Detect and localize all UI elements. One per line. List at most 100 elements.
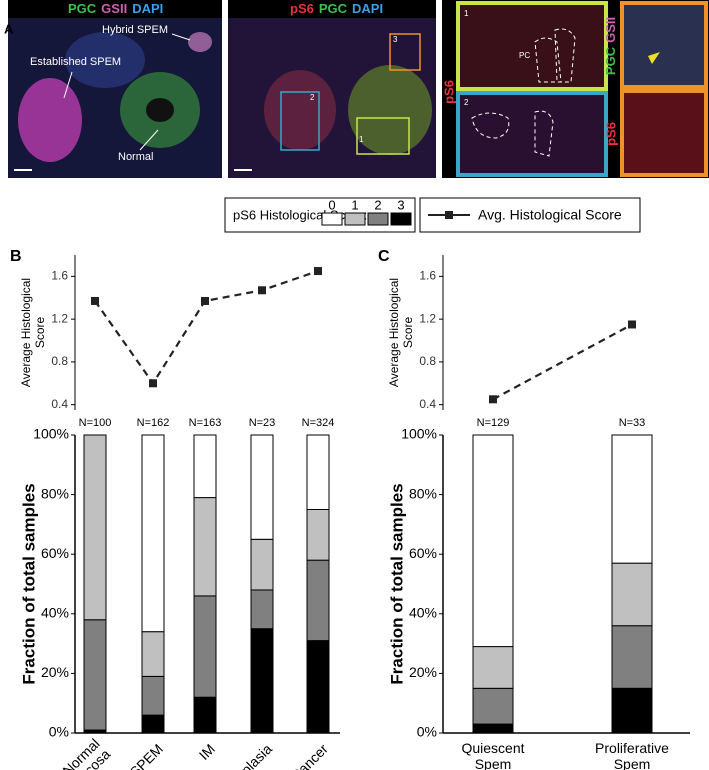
pointer: [139, 129, 159, 151]
channel: PGC: [68, 1, 97, 16]
bar-segment: [611, 625, 653, 689]
data-point: [201, 296, 209, 305]
header-bar: [228, 0, 436, 18]
text-line: Quiescent: [461, 740, 524, 756]
bar-segment: [472, 434, 514, 648]
bar-segment: [193, 434, 217, 499]
y-tick-label: 40%: [41, 605, 69, 621]
bar-segment: [306, 434, 330, 510]
inset-3b: [620, 89, 708, 177]
box-number: 2: [310, 93, 315, 102]
bar-segment: [306, 640, 330, 734]
legend-swatch: [344, 212, 366, 226]
bar-segment: [193, 497, 217, 597]
line-legend: Avg. Histological Score: [419, 197, 641, 233]
text-line: Cancer: [288, 740, 331, 770]
bar-segment: [611, 434, 653, 564]
stain-labels: PGC GSII: [603, 17, 618, 75]
stain-label: pS6: [603, 122, 618, 146]
pointer: [63, 71, 73, 99]
text-line: Score: [33, 317, 47, 349]
x-tick-label: NormalMucosa: [56, 735, 113, 770]
text-line: SPEM: [126, 740, 165, 770]
n-label: N=33: [619, 417, 646, 429]
y-tick-label: 0.4: [51, 397, 68, 411]
bar-segment: [472, 646, 514, 689]
legend-swatch: [321, 212, 343, 226]
text-line: Average Histological: [19, 278, 33, 387]
channel: pS6: [290, 1, 314, 16]
data-point: [314, 267, 322, 276]
annotation: Normal: [118, 151, 153, 163]
outline: [471, 110, 554, 157]
y-tick-label: 1.2: [51, 311, 68, 325]
inset-number: 1: [464, 9, 469, 18]
text-line: Spem: [475, 756, 512, 770]
bar-segment: [611, 562, 653, 627]
annotation: Hybrid SPEM: [102, 24, 168, 36]
bar-segment: [306, 509, 330, 561]
channel: GSII: [101, 1, 127, 16]
x-tick-label: Proliferative Spem: [595, 740, 669, 770]
bar-segment: [83, 434, 107, 621]
bar-segment: [141, 714, 165, 734]
x-tick-label: IM: [195, 740, 217, 762]
legend-label: Avg. Histological Score: [478, 207, 622, 223]
box: [280, 91, 320, 151]
tissue: [348, 65, 432, 155]
y-tick-label: 100%: [401, 426, 437, 442]
data-line: [94, 269, 319, 386]
y-axis-title: Fraction of total samples: [19, 483, 38, 684]
box: [356, 117, 410, 155]
channel: PGC: [319, 1, 348, 16]
n-label: N=23: [249, 417, 276, 429]
arrowhead: [648, 52, 660, 64]
x-tick-label: SPEM: [126, 740, 165, 770]
annotation: Established SPEM: [30, 56, 121, 68]
legend-label: 3: [397, 197, 404, 212]
text-line: Proliferative: [595, 740, 669, 756]
tissue: [18, 78, 82, 162]
text-line: Dysplasia: [221, 740, 275, 770]
bar-segment: [611, 687, 653, 734]
legend-swatch: [390, 212, 412, 226]
y-tick-label: 0%: [49, 724, 69, 740]
y-tick-label: 80%: [41, 485, 69, 501]
box: [389, 33, 421, 71]
legend-swatch: [367, 212, 389, 226]
y-tick-label: 1.2: [419, 311, 436, 325]
text-line: Score: [401, 317, 415, 349]
channel: DAPI: [352, 1, 383, 16]
legend-marker: [445, 211, 453, 219]
header-bar: [8, 0, 222, 18]
n-label: N=100: [79, 417, 112, 429]
y-axis-title: Fraction of total samples: [387, 483, 406, 684]
tissue: [146, 98, 174, 122]
box-number: 1: [359, 135, 364, 144]
stain-label: pS6: [441, 80, 456, 104]
inset-1: [456, 1, 608, 91]
legend-label: 0: [328, 197, 335, 212]
tissue: [188, 32, 212, 52]
bar-segment: [472, 723, 514, 734]
stain: PGC: [603, 46, 618, 75]
data-point: [149, 379, 157, 388]
bar-segment: [193, 696, 217, 734]
annotation: PC: [519, 51, 530, 60]
channel: DAPI: [132, 1, 163, 16]
y-tick-label: 0%: [417, 724, 437, 740]
text-line: Spem: [614, 756, 651, 770]
bar-segment: [141, 675, 165, 716]
bar-segment: [250, 434, 274, 540]
data-point: [91, 296, 99, 305]
y-tick-label: 0.8: [51, 354, 68, 368]
text-line: Average Histological: [387, 278, 401, 387]
box-number: 3: [393, 35, 398, 44]
channel-labels: PGC GSII DAPI: [68, 1, 163, 16]
x-tick-label: Quiescent Spem: [461, 740, 524, 770]
legend-label: 2: [374, 197, 381, 212]
n-label: N=163: [189, 417, 222, 429]
x-tick-label: Dysplasia: [221, 740, 275, 770]
bar-segment: [141, 434, 165, 633]
y-axis-title: Average HistologicalScore: [19, 278, 47, 387]
